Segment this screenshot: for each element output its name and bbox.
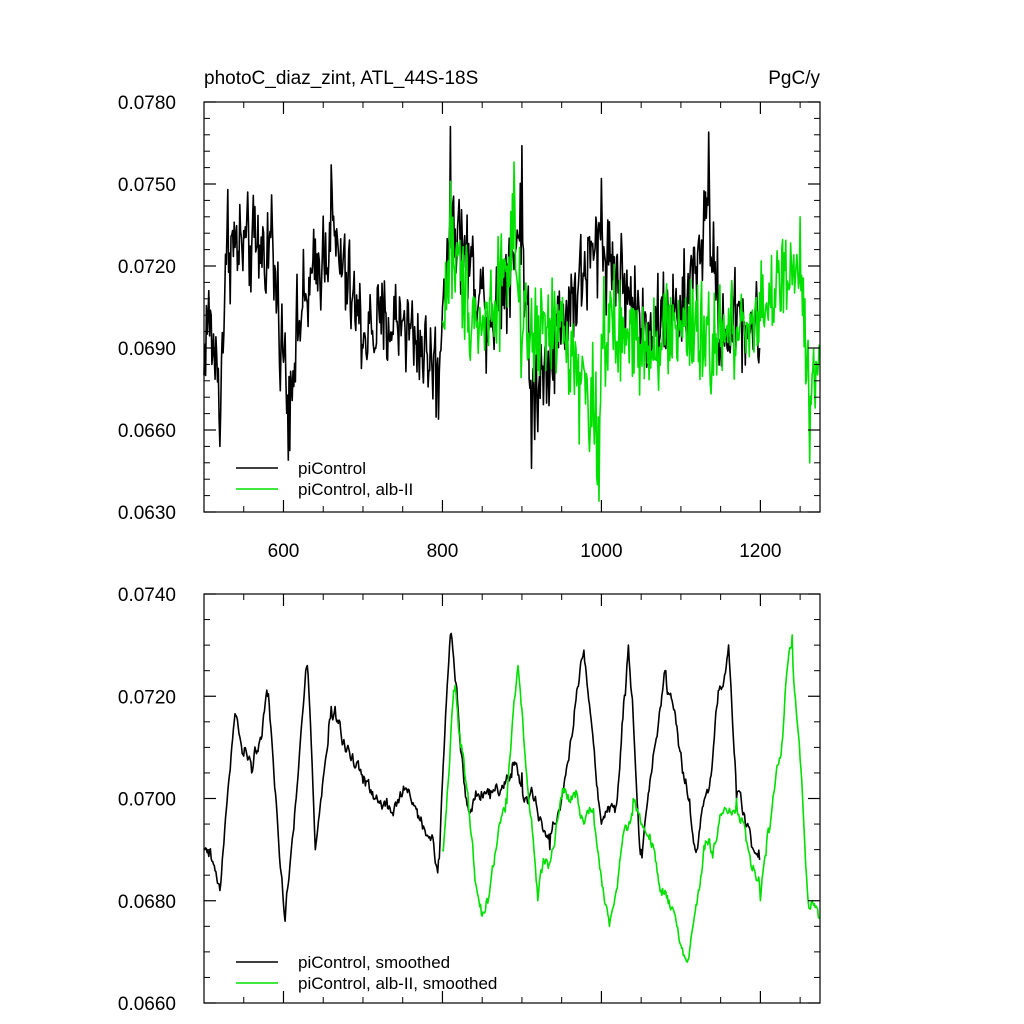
legend-label: piControl, alb-II, smoothed (298, 974, 497, 993)
y-tick-label: 0.0700 (118, 790, 176, 811)
legend-label: piControl, alb-II (298, 480, 413, 499)
units-label: PgC/y (768, 68, 820, 89)
top-axes-layer: 0.0630 0.0660 0.0690 0.0720 0.0750 0.0780 600 8… (118, 93, 821, 562)
series-line-picontrol-alb-ii (441, 161, 820, 502)
y-tick-label: 0.0780 (118, 93, 176, 114)
top-panel: photoC_diaz_zint, ATL_44S-18S PgC/y 0.06… (118, 68, 821, 562)
chart-title: photoC_diaz_zint, ATL_44S-18S (204, 68, 478, 89)
y-tick-label: 0.0630 (118, 503, 176, 524)
y-tick-label: 0.0690 (118, 339, 176, 360)
legend-label: piControl, smoothed (298, 953, 450, 972)
top-series-layer (203, 125, 820, 502)
plot-frame (203, 101, 821, 513)
series-line-picontrol-alb-ii-smoothed (441, 634, 820, 963)
y-tick-label: 0.0660 (118, 421, 176, 442)
x-tick-label: 600 (268, 541, 300, 562)
bottom-series-layer (203, 632, 820, 963)
top-legend: piControl piControl, alb-II (236, 459, 413, 499)
bottom-panel: 0.0660 0.0680 0.0700 0.0720 0.0740 piControl… (118, 585, 821, 1015)
bottom-axes-layer: 0.0660 0.0680 0.0700 0.0720 0.0740 (118, 585, 821, 1015)
y-tick-label: 0.0750 (118, 175, 176, 196)
x-tick-label: 800 (427, 541, 459, 562)
x-tick-label: 1200 (739, 541, 781, 562)
bottom-legend: piControl, smoothed piControl, alb-II, sm… (236, 953, 497, 993)
legend-label: piControl (298, 459, 366, 478)
y-tick-label: 0.0740 (118, 585, 176, 606)
y-tick-label: 0.0680 (118, 892, 176, 913)
x-tick-label: 1000 (580, 541, 622, 562)
y-tick-label: 0.0660 (118, 994, 176, 1015)
y-tick-label: 0.0720 (118, 687, 176, 708)
series-line-picontrol-smoothed (203, 632, 761, 922)
y-tick-label: 0.0720 (118, 257, 176, 278)
